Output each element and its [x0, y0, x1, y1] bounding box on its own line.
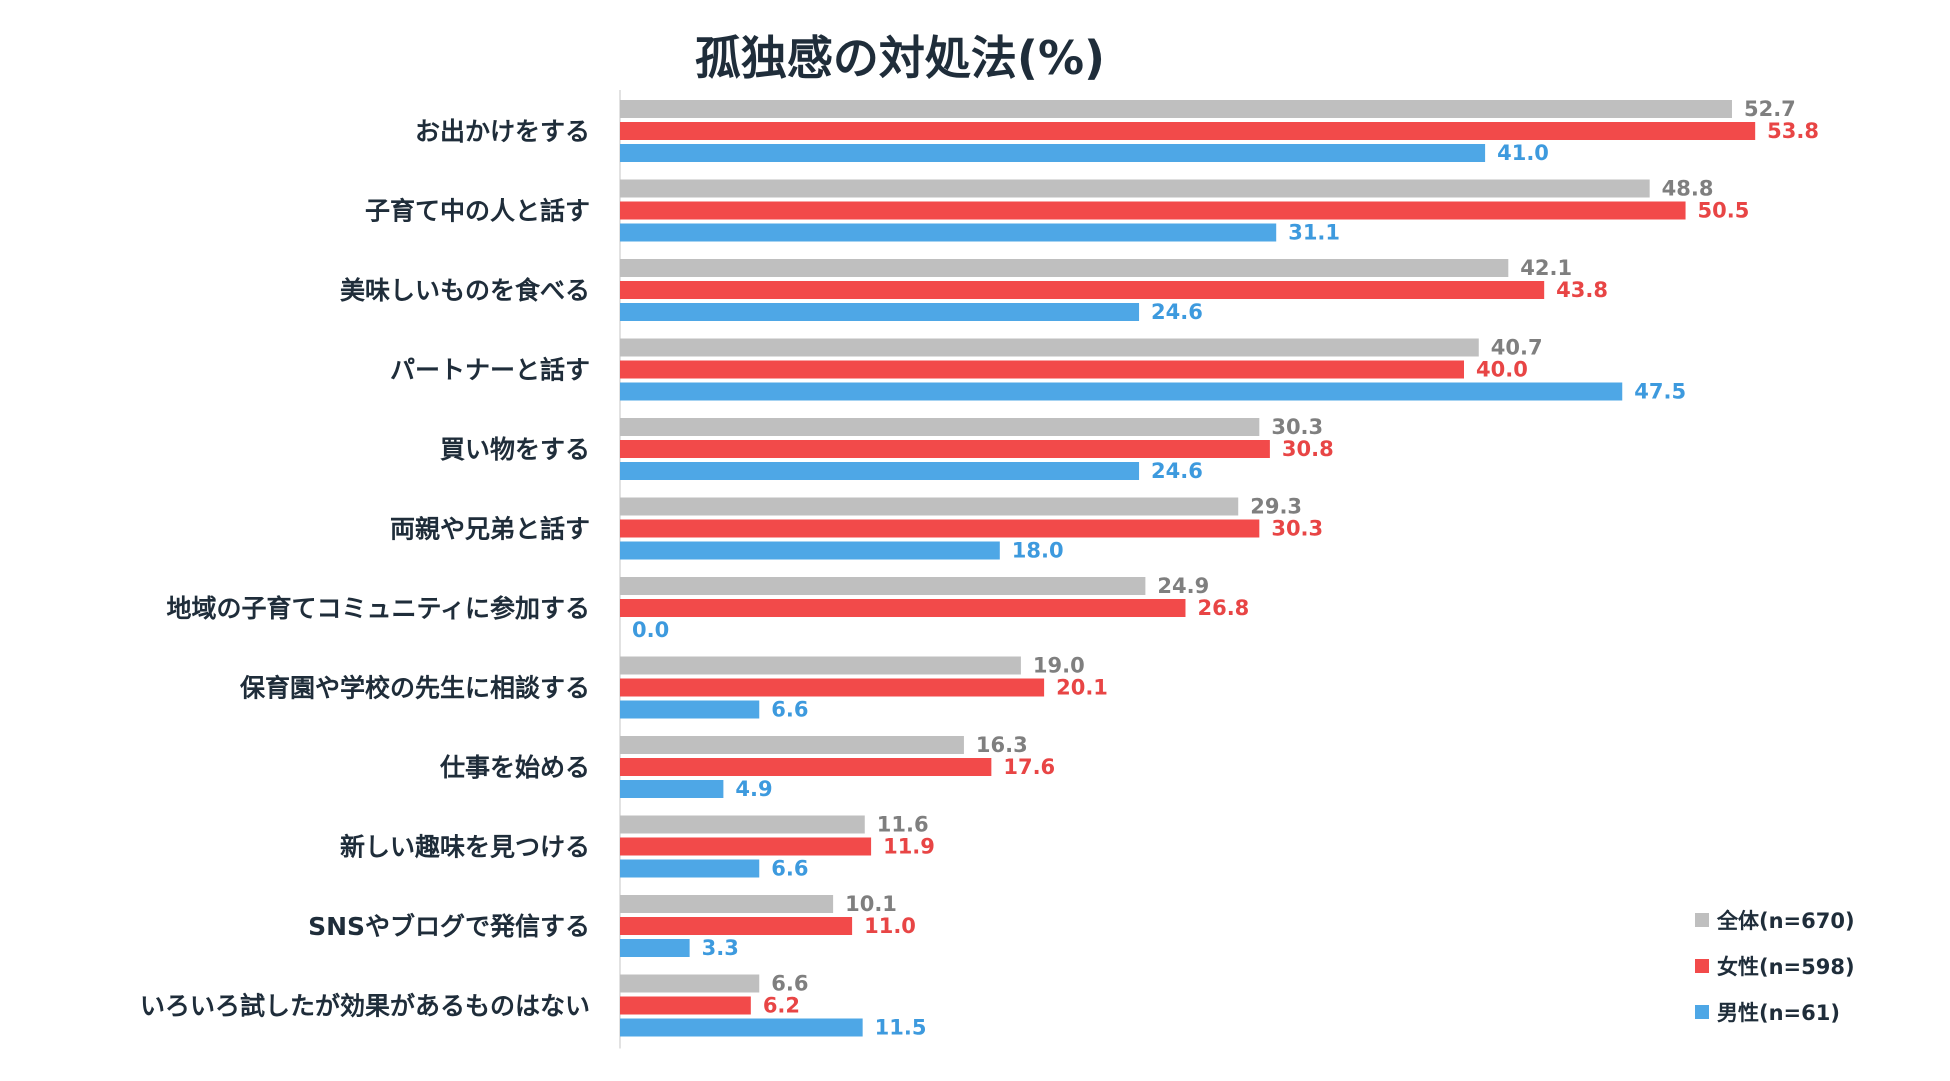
data-label: 30.8 — [1282, 437, 1334, 461]
bar — [620, 541, 1000, 560]
bar — [620, 519, 1260, 538]
data-label: 11.6 — [877, 813, 929, 837]
data-label: 19.0 — [1033, 654, 1085, 678]
bar — [620, 859, 760, 878]
legend-label: 全体(n=670) — [1716, 909, 1855, 933]
bar — [620, 223, 1277, 242]
bar — [620, 678, 1045, 697]
bar — [620, 201, 1686, 220]
data-label: 31.1 — [1288, 221, 1340, 245]
data-label: 43.8 — [1556, 278, 1608, 302]
bar — [620, 736, 964, 754]
bar — [620, 338, 1479, 357]
category-label: 子育て中の人と話す — [365, 197, 590, 226]
bar — [620, 837, 872, 856]
legend-label: 男性(n=61) — [1717, 1001, 1840, 1025]
bar — [620, 281, 1545, 299]
data-label: 24.6 — [1151, 459, 1203, 483]
data-label: 6.6 — [771, 857, 808, 881]
data-label: 4.9 — [735, 777, 772, 801]
data-label: 17.6 — [1003, 755, 1055, 779]
data-label: 48.8 — [1662, 177, 1714, 201]
legend-swatch — [1695, 959, 1709, 973]
category-label: 地域の子育てコミュニティに参加する — [166, 594, 590, 623]
data-label: 50.5 — [1698, 199, 1750, 223]
category-label: SNSやブログで発信する — [308, 912, 590, 941]
category-label: 新しい趣味を見つける — [340, 833, 590, 862]
bar — [620, 1018, 863, 1037]
data-label: 16.3 — [976, 733, 1028, 757]
data-label: 0.0 — [632, 618, 669, 642]
bar — [620, 974, 760, 993]
bar — [620, 700, 760, 719]
data-label: 30.3 — [1271, 517, 1323, 541]
data-label: 52.7 — [1744, 97, 1796, 121]
data-label: 41.0 — [1497, 141, 1549, 165]
data-label: 18.0 — [1012, 539, 1064, 563]
category-label: 美味しいものを食べる — [340, 276, 590, 305]
category-label: 両親や兄弟と話す — [390, 515, 590, 544]
data-label: 6.2 — [763, 994, 800, 1018]
data-label: 40.0 — [1476, 358, 1528, 382]
data-label: 3.3 — [702, 936, 739, 960]
data-label: 24.9 — [1157, 574, 1209, 598]
bar — [620, 440, 1270, 458]
category-label: パートナーと話す — [390, 356, 590, 385]
bar — [620, 758, 992, 776]
bar — [620, 462, 1140, 480]
bar — [620, 780, 724, 798]
bar — [620, 303, 1140, 321]
bar — [620, 577, 1146, 595]
bar — [620, 996, 751, 1015]
data-label: 40.7 — [1491, 336, 1543, 360]
bar — [620, 382, 1623, 401]
data-label: 11.9 — [883, 835, 935, 859]
data-label: 42.1 — [1520, 256, 1572, 280]
bar — [620, 100, 1732, 118]
bar — [620, 144, 1486, 162]
bar — [620, 815, 865, 834]
legend-swatch — [1695, 1005, 1709, 1019]
data-label: 26.8 — [1197, 596, 1249, 620]
data-label: 30.3 — [1271, 415, 1323, 439]
data-label: 24.6 — [1151, 300, 1203, 324]
bar — [620, 599, 1186, 617]
bar — [620, 497, 1239, 516]
category-label: 仕事を始める — [439, 753, 590, 782]
category-label: 買い物をする — [440, 435, 590, 464]
category-label: 保育園や学校の先生に相談する — [239, 674, 590, 703]
bar — [620, 939, 690, 957]
data-label: 10.1 — [845, 892, 897, 916]
bar — [620, 259, 1509, 277]
legend-label: 女性(n=598) — [1717, 955, 1855, 979]
bar — [620, 895, 834, 913]
data-label: 6.6 — [771, 972, 808, 996]
data-label: 6.6 — [771, 698, 808, 722]
bar — [620, 122, 1756, 140]
bar — [620, 360, 1464, 379]
chart-title: 孤独感の対処法(%) — [694, 31, 1106, 85]
bar — [620, 179, 1650, 198]
bar — [620, 656, 1021, 675]
bar — [620, 917, 853, 935]
data-label: 47.5 — [1634, 380, 1686, 404]
data-label: 29.3 — [1250, 495, 1302, 519]
data-label: 11.0 — [864, 914, 916, 938]
category-label: お出かけをする — [415, 117, 590, 146]
data-label: 53.8 — [1767, 119, 1819, 143]
bar — [620, 418, 1260, 436]
data-label: 11.5 — [875, 1016, 927, 1040]
data-label: 20.1 — [1056, 676, 1108, 700]
category-label: いろいろ試したが効果があるものはない — [140, 992, 590, 1021]
legend-swatch — [1695, 913, 1709, 927]
